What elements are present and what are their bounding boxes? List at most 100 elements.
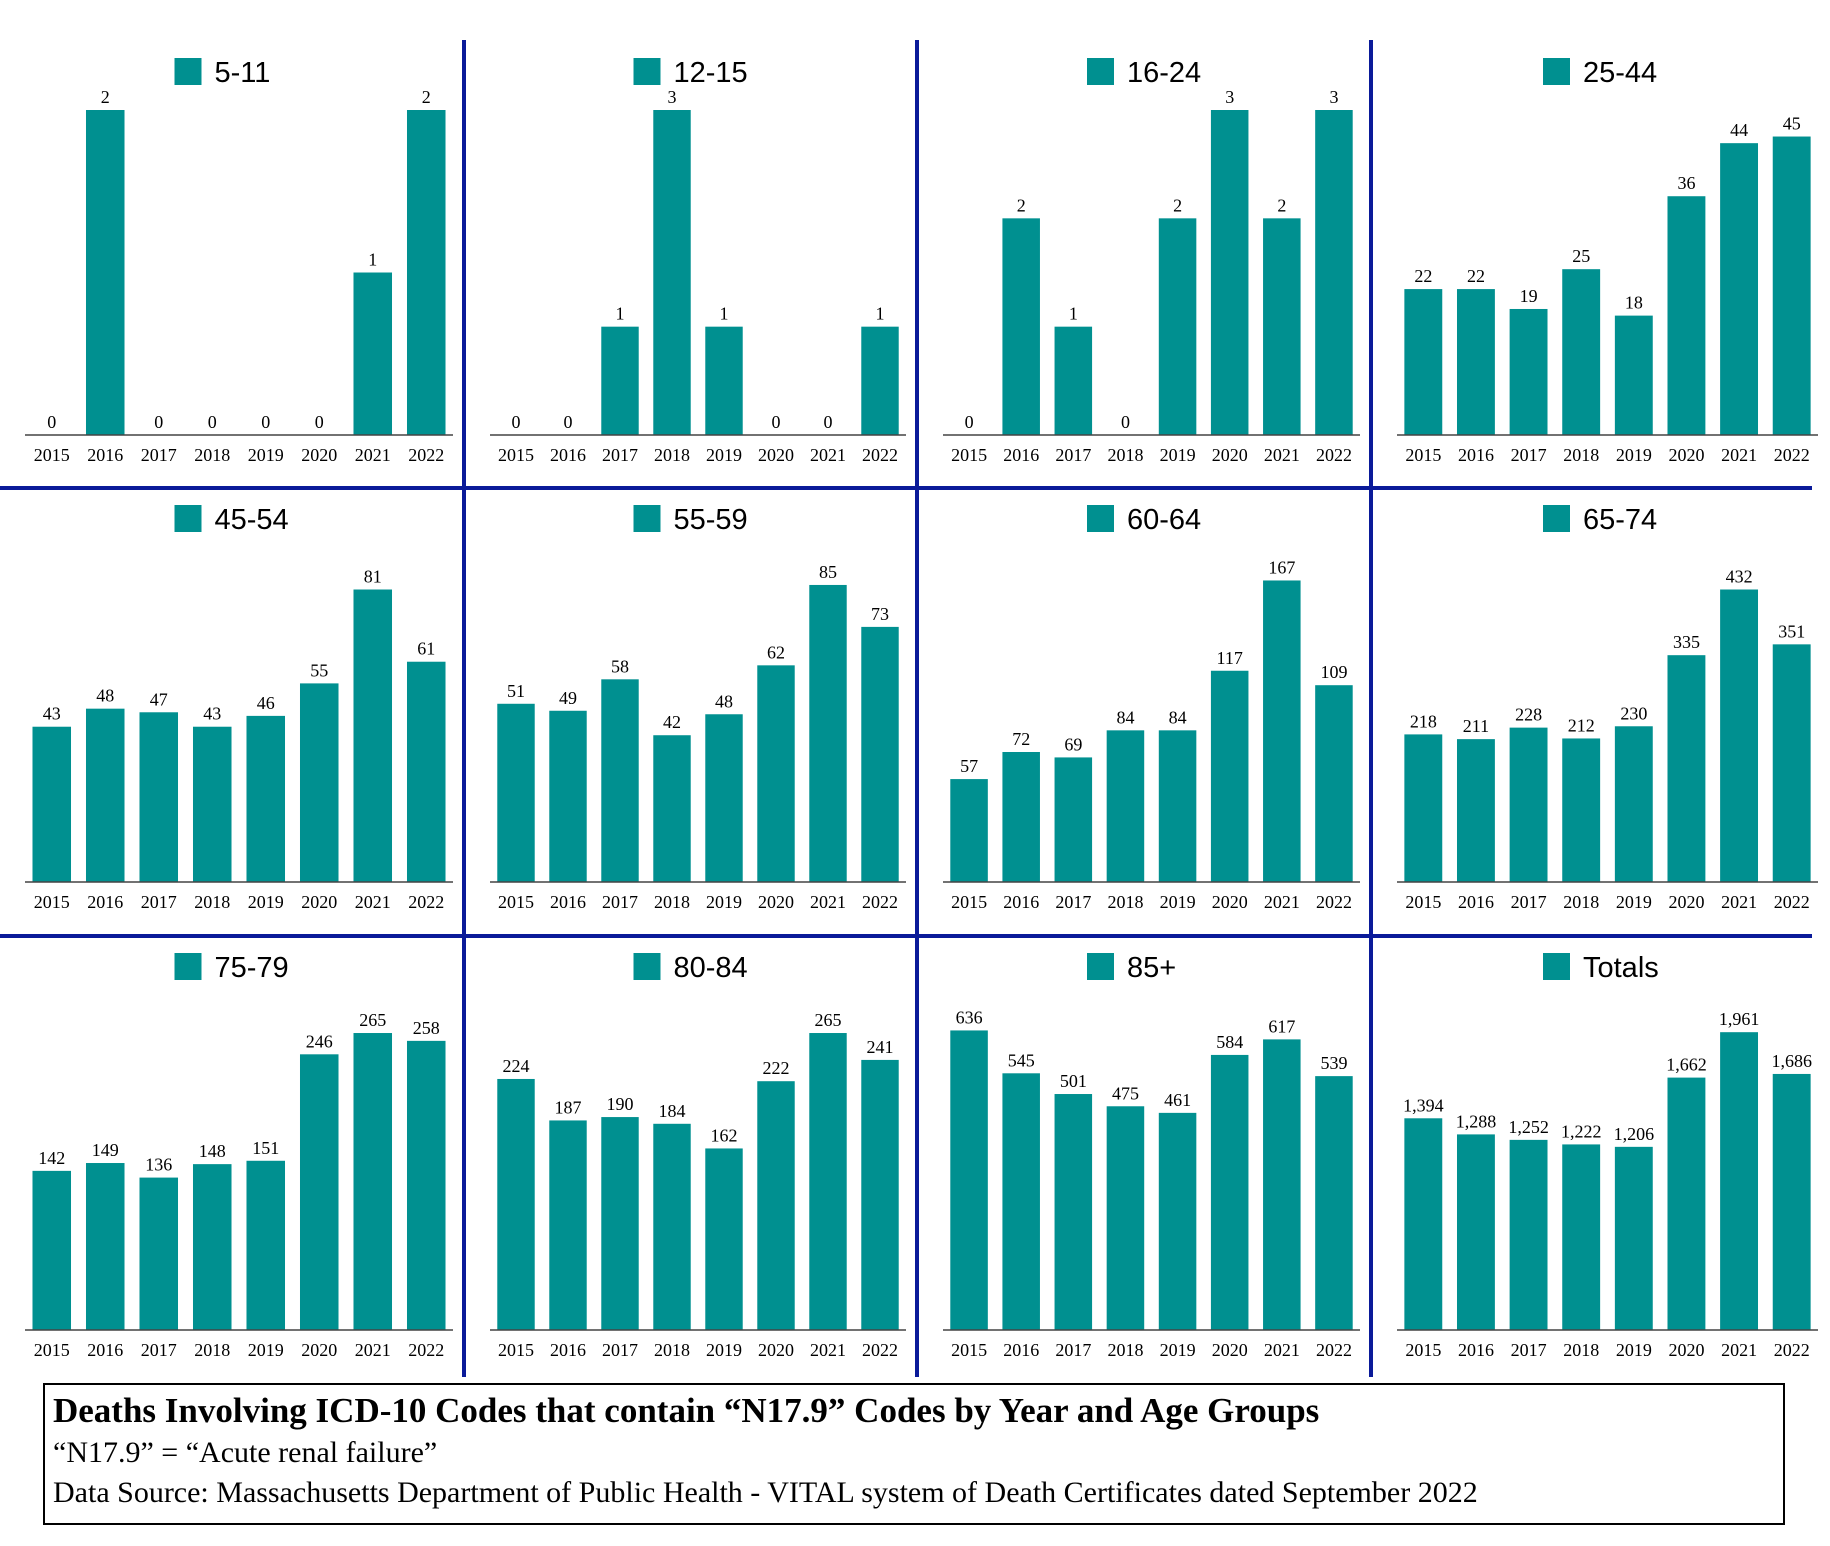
x-tick-label: 2016 (1458, 892, 1494, 912)
bar (601, 326, 639, 435)
legend-label: 16-24 (1127, 57, 1201, 89)
x-tick-label: 2022 (1774, 892, 1810, 912)
bar (85, 708, 125, 882)
data-label: 72 (1012, 729, 1030, 749)
data-label: 19 (1520, 286, 1538, 306)
bar (1002, 218, 1040, 435)
data-label: 1,394 (1403, 1095, 1444, 1115)
bar (1158, 218, 1197, 435)
x-tick-label: 2016 (550, 1340, 586, 1360)
data-label: 51 (507, 681, 525, 701)
bar (861, 626, 899, 882)
bar (406, 661, 446, 882)
legend-label: 65-74 (1583, 504, 1657, 536)
bar (757, 665, 795, 882)
bar (1263, 580, 1301, 882)
data-label: 545 (1008, 1050, 1035, 1070)
bar (549, 1120, 587, 1330)
data-label: 190 (607, 1094, 634, 1114)
x-tick-label: 2020 (1212, 1340, 1248, 1360)
data-label: 142 (38, 1148, 65, 1168)
bar (653, 1123, 691, 1330)
data-label: 539 (1320, 1053, 1347, 1073)
bar (1720, 1032, 1759, 1330)
data-label: 3 (668, 87, 677, 107)
data-label: 1 (720, 304, 729, 324)
legend-label: 60-64 (1127, 504, 1201, 536)
x-tick-label: 2017 (141, 892, 177, 912)
bar (1404, 289, 1443, 435)
x-tick-label: 2022 (862, 1340, 898, 1360)
bar (246, 1160, 286, 1330)
data-label: 62 (767, 642, 785, 662)
data-label: 84 (1116, 707, 1134, 727)
bar (353, 1033, 393, 1330)
data-label: 0 (47, 412, 56, 432)
bar (1562, 1144, 1601, 1330)
x-tick-label: 2018 (654, 892, 690, 912)
data-label: 44 (1730, 120, 1748, 140)
bar (1210, 1054, 1249, 1330)
bar (757, 1081, 795, 1330)
legend-swatch (1087, 505, 1114, 532)
bar (1720, 589, 1759, 882)
x-tick-label: 2019 (248, 892, 284, 912)
caption-definition: “N17.9” = “Acute renal failure” (53, 1436, 438, 1469)
data-label: 109 (1320, 662, 1347, 682)
x-tick-label: 2022 (1316, 892, 1352, 912)
bar (192, 726, 232, 882)
data-label: 0 (512, 412, 521, 432)
bar (497, 703, 535, 882)
bar (809, 584, 847, 882)
x-tick-label: 2019 (706, 1340, 742, 1360)
x-tick-label: 2018 (1107, 892, 1143, 912)
legend-label: 80-84 (674, 952, 748, 984)
data-label: 351 (1778, 621, 1805, 641)
data-label: 57 (960, 756, 978, 776)
x-tick-label: 2016 (1003, 892, 1039, 912)
x-tick-label: 2022 (1316, 445, 1352, 465)
bar (32, 1170, 72, 1330)
bar (1263, 1039, 1301, 1330)
bar (705, 326, 743, 435)
x-tick-label: 2019 (1616, 892, 1652, 912)
bar (1158, 1112, 1197, 1330)
x-tick-label: 2022 (862, 445, 898, 465)
bar (1509, 1139, 1548, 1330)
bar (497, 1078, 535, 1330)
data-label: 1,961 (1719, 1009, 1760, 1029)
x-tick-label: 2019 (1616, 1340, 1652, 1360)
data-label: 0 (315, 412, 324, 432)
bar (1562, 738, 1601, 882)
x-tick-label: 2015 (951, 892, 987, 912)
data-label: 246 (306, 1031, 333, 1051)
x-tick-label: 2018 (194, 892, 230, 912)
data-label: 241 (867, 1037, 894, 1057)
x-tick-label: 2020 (301, 445, 337, 465)
data-label: 222 (763, 1058, 790, 1078)
data-label: 0 (208, 412, 217, 432)
bar (406, 1040, 446, 1330)
data-label: 1,288 (1456, 1111, 1497, 1131)
x-tick-label: 2016 (87, 1340, 123, 1360)
x-tick-label: 2021 (1721, 1340, 1757, 1360)
bar (1054, 1094, 1093, 1330)
x-tick-label: 2017 (602, 445, 638, 465)
data-label: 1 (368, 250, 377, 270)
data-label: 224 (503, 1056, 530, 1076)
legend-swatch (1543, 505, 1570, 532)
data-label: 2 (422, 87, 431, 107)
x-tick-label: 2019 (1160, 1340, 1196, 1360)
data-label: 73 (871, 604, 889, 624)
bar (1772, 136, 1811, 435)
x-tick-label: 2021 (810, 892, 846, 912)
x-tick-label: 2020 (1212, 445, 1248, 465)
x-tick-label: 2020 (1668, 892, 1704, 912)
x-tick-label: 2020 (301, 1340, 337, 1360)
data-label: 149 (92, 1140, 119, 1160)
x-tick-label: 2016 (550, 892, 586, 912)
data-label: 2 (101, 87, 110, 107)
data-label: 117 (1217, 648, 1243, 668)
data-label: 2 (1277, 195, 1286, 215)
legend-swatch (1543, 58, 1570, 85)
